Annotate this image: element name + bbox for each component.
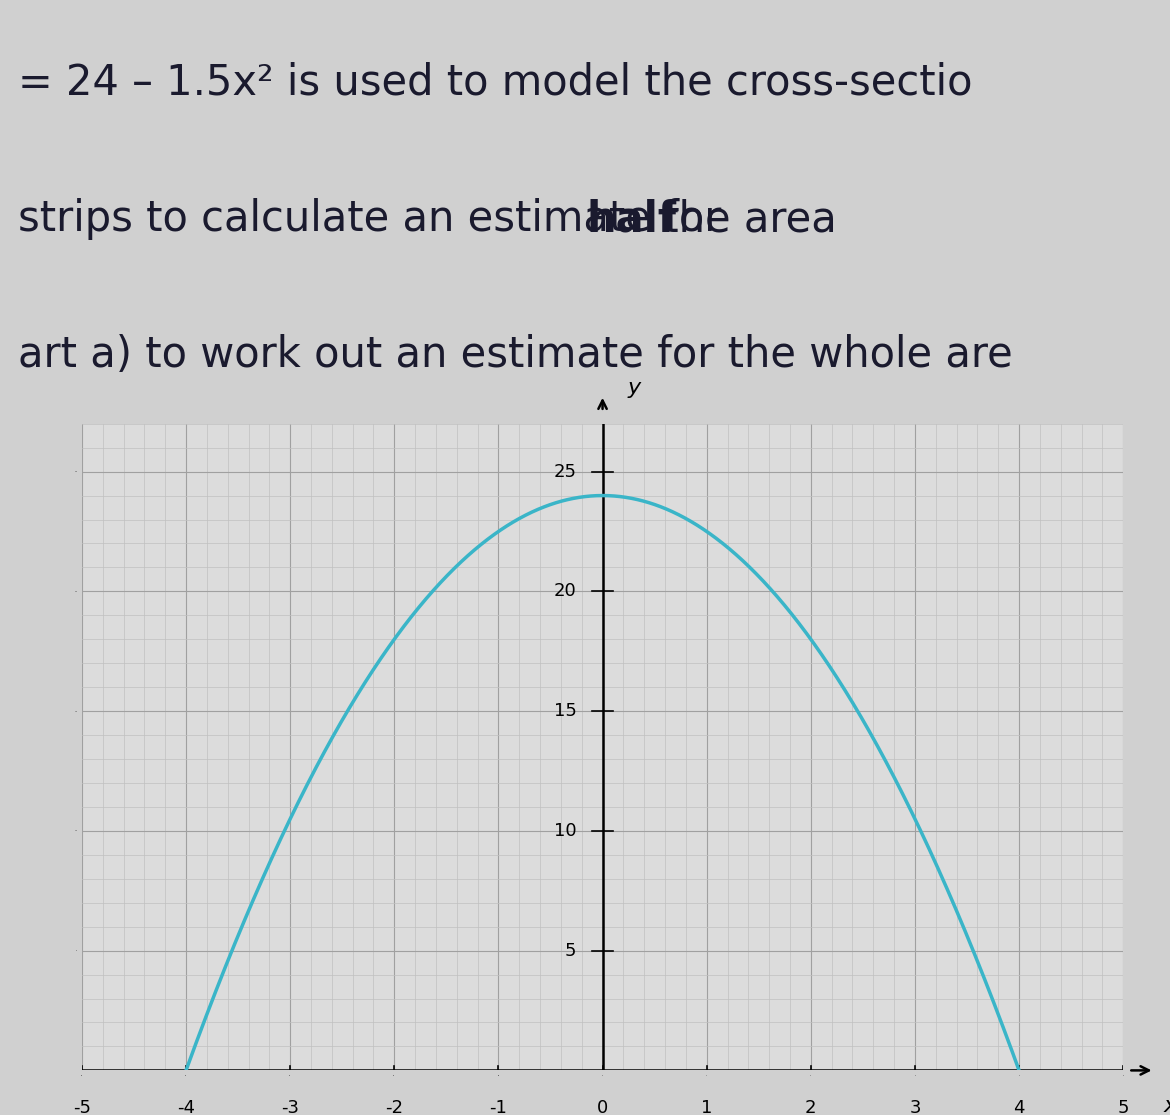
Text: 3: 3 bbox=[909, 1099, 921, 1115]
Text: 2: 2 bbox=[805, 1099, 817, 1115]
Text: the area: the area bbox=[649, 198, 837, 240]
Text: -4: -4 bbox=[177, 1099, 195, 1115]
Text: = 24 – 1.5x² is used to model the cross-sectio: = 24 – 1.5x² is used to model the cross-… bbox=[18, 61, 972, 104]
Text: art a) to work out an estimate for the whole are: art a) to work out an estimate for the w… bbox=[18, 334, 1012, 376]
Text: -5: -5 bbox=[73, 1099, 91, 1115]
Text: 10: 10 bbox=[553, 822, 577, 840]
Text: 5: 5 bbox=[1117, 1099, 1129, 1115]
Text: 5: 5 bbox=[565, 942, 577, 960]
Text: -2: -2 bbox=[385, 1099, 404, 1115]
Text: x: x bbox=[1163, 1096, 1170, 1115]
Text: strips to calculate an estimate for: strips to calculate an estimate for bbox=[18, 198, 735, 240]
Text: half: half bbox=[586, 198, 676, 240]
Text: -3: -3 bbox=[281, 1099, 300, 1115]
Text: 1: 1 bbox=[701, 1099, 713, 1115]
Text: -1: -1 bbox=[489, 1099, 508, 1115]
Text: 0: 0 bbox=[597, 1099, 608, 1115]
Text: 20: 20 bbox=[553, 582, 577, 600]
Text: y: y bbox=[627, 378, 640, 398]
Text: 15: 15 bbox=[553, 702, 577, 720]
Text: 25: 25 bbox=[553, 463, 577, 481]
Text: 4: 4 bbox=[1013, 1099, 1025, 1115]
